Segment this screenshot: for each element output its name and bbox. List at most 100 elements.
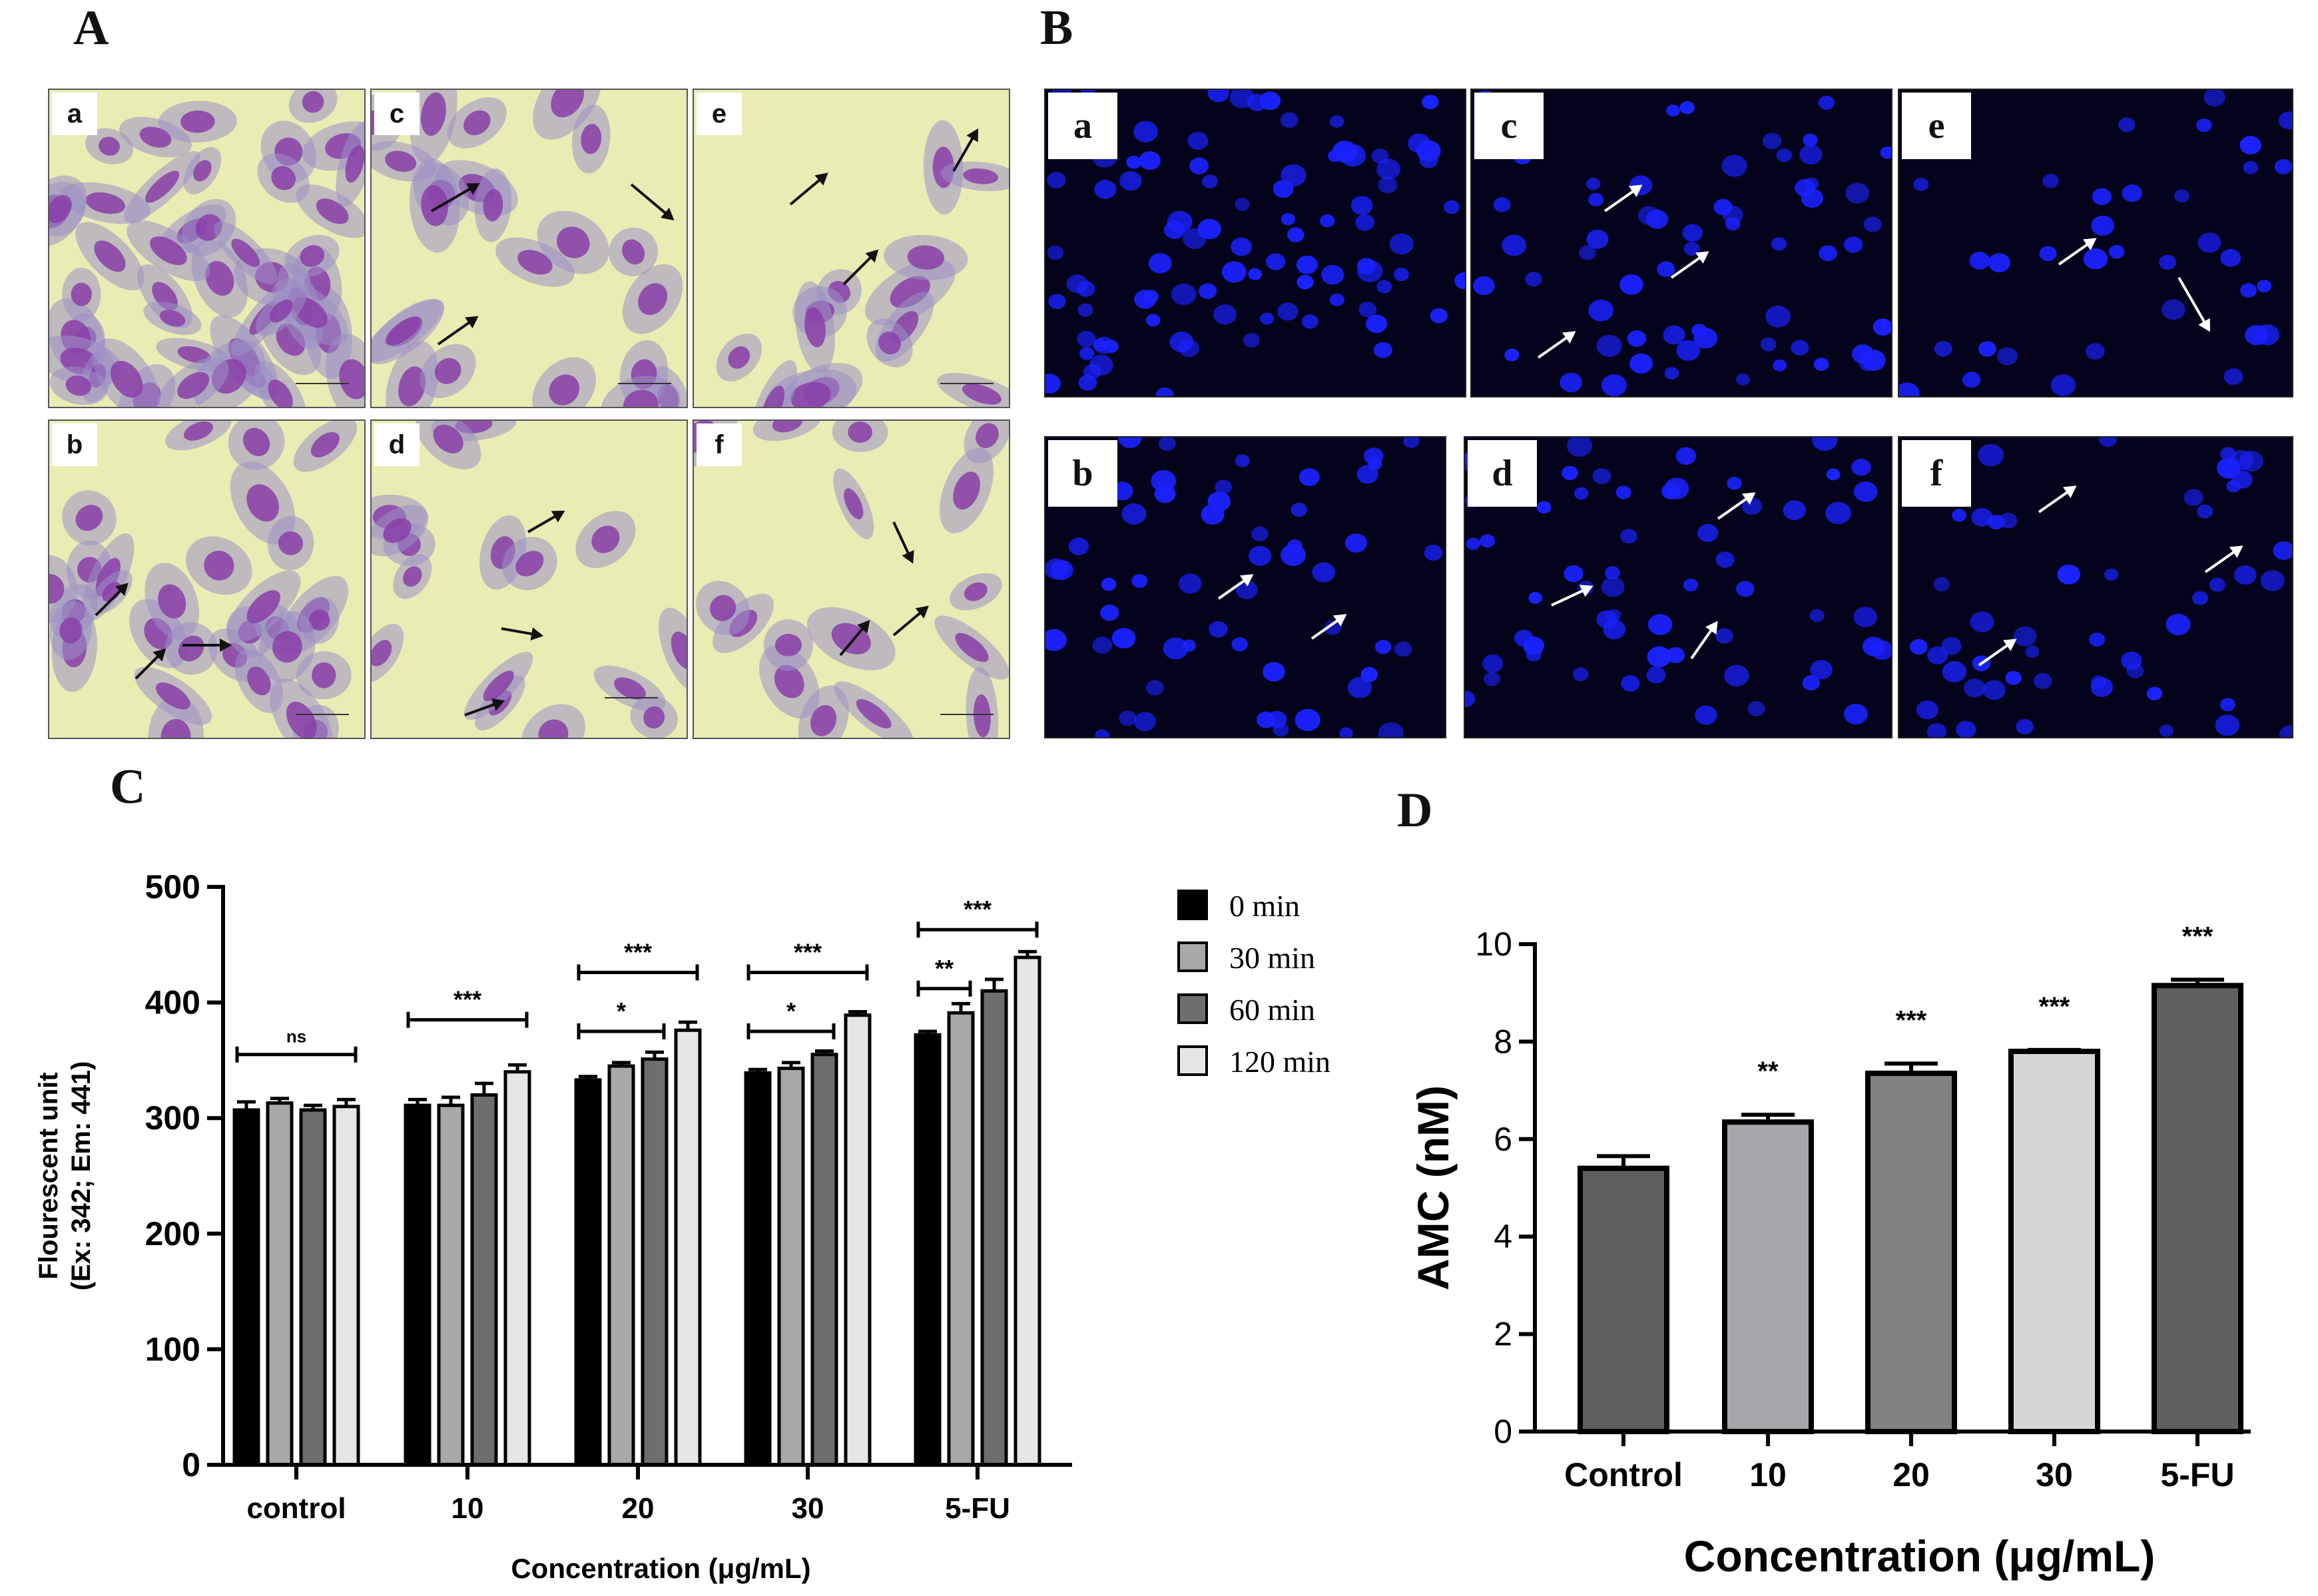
bar bbox=[2008, 1049, 2100, 1435]
nucleus bbox=[1978, 341, 1996, 357]
nucleus bbox=[1094, 180, 1117, 199]
cell-nucleus bbox=[246, 590, 280, 624]
y-tick-label: 300 bbox=[145, 1099, 200, 1137]
nucleus bbox=[1324, 620, 1342, 635]
legend-item-30min: 30 min bbox=[1177, 941, 1364, 981]
nucleus bbox=[1844, 236, 1863, 253]
nucleus bbox=[1776, 148, 1793, 162]
nucleus bbox=[1721, 154, 1747, 177]
nucleus bbox=[1291, 502, 1307, 517]
cell-nucleus bbox=[316, 198, 349, 224]
nucleus bbox=[1809, 609, 1825, 623]
cell-nucleus bbox=[180, 110, 215, 133]
micrograph-a-a: a bbox=[48, 89, 366, 408]
nucleus bbox=[1620, 529, 1637, 544]
significance-label: *** bbox=[624, 938, 652, 965]
bar bbox=[810, 1053, 838, 1467]
bar bbox=[1865, 1070, 1957, 1435]
nucleus bbox=[1077, 330, 1096, 348]
nucleus bbox=[1424, 545, 1443, 561]
nucleus bbox=[2016, 718, 2034, 735]
nucleus bbox=[1155, 387, 1174, 396]
nucleus bbox=[1167, 210, 1193, 233]
stained-nuclei bbox=[1899, 90, 2292, 396]
micrograph-label: d bbox=[1468, 440, 1537, 507]
cell-nucleus bbox=[384, 150, 417, 172]
cell-nucleus bbox=[976, 423, 999, 449]
cell-nucleus bbox=[774, 633, 802, 657]
micrograph-label: a bbox=[1048, 93, 1117, 159]
bar bbox=[1014, 955, 1041, 1467]
cell-nucleus bbox=[434, 358, 461, 384]
nucleus bbox=[2174, 189, 2189, 203]
cell-nucleus bbox=[581, 124, 602, 154]
nucleus bbox=[1119, 170, 1142, 191]
nucleus bbox=[1235, 198, 1250, 211]
legend-item-120min: 120 min bbox=[1177, 1045, 1350, 1085]
micrograph-label: e bbox=[1902, 93, 1971, 159]
nucleus bbox=[1493, 197, 1511, 212]
significance-label: *** bbox=[2182, 922, 2213, 951]
nucleus bbox=[1295, 708, 1320, 731]
nucleus bbox=[1368, 457, 1382, 470]
cell-nucleus bbox=[517, 250, 553, 275]
cell-nucleus bbox=[955, 633, 989, 663]
nucleus bbox=[1851, 458, 1871, 476]
nucleus bbox=[2122, 184, 2143, 202]
cell-nucleus bbox=[878, 332, 901, 355]
nucleus bbox=[1260, 312, 1274, 325]
cell-nucleus bbox=[177, 346, 211, 364]
nucleus bbox=[2057, 564, 2080, 585]
nucleus bbox=[1465, 690, 1476, 707]
nucleus bbox=[1408, 133, 1430, 153]
micrograph-b-c: c bbox=[1470, 89, 1892, 398]
cell-nucleus bbox=[204, 551, 234, 581]
nucleus bbox=[1133, 712, 1156, 732]
cell-nucleus bbox=[483, 670, 514, 702]
cell-nucleus bbox=[848, 421, 872, 443]
cell-nucleus bbox=[515, 551, 544, 577]
x-tick-label: 10 bbox=[451, 1492, 484, 1525]
nucleus bbox=[1277, 302, 1299, 321]
nucleus bbox=[1213, 304, 1237, 325]
nucleus bbox=[1819, 245, 1837, 262]
nucleus bbox=[1118, 437, 1142, 448]
nucleus bbox=[1933, 577, 1950, 592]
nucleus bbox=[1095, 729, 1109, 737]
nucleus bbox=[1126, 155, 1141, 169]
nucleus bbox=[2243, 160, 2259, 174]
stained-nuclei bbox=[1045, 90, 1465, 396]
nucleus bbox=[1996, 347, 2018, 366]
nucleus bbox=[2274, 158, 2292, 174]
nucleus bbox=[2005, 670, 2022, 685]
nucleus bbox=[1588, 192, 1604, 206]
nucleus bbox=[2050, 374, 2076, 396]
bar bbox=[914, 1033, 942, 1467]
micrograph-label: f bbox=[697, 423, 742, 466]
stained-cells bbox=[716, 120, 1009, 407]
nucleus bbox=[1564, 565, 1584, 583]
nucleus bbox=[1229, 90, 1255, 109]
nucleus bbox=[1422, 95, 1439, 110]
cell-nucleus bbox=[463, 110, 491, 136]
micrograph-label: c bbox=[1474, 93, 1544, 159]
nucleus bbox=[1853, 481, 1878, 502]
nucleus bbox=[1158, 437, 1176, 451]
nucleus bbox=[2260, 570, 2285, 591]
nucleus bbox=[1988, 253, 2010, 273]
cell-nucleus bbox=[111, 360, 143, 398]
nucleus bbox=[1473, 276, 1495, 296]
nucleus bbox=[1802, 675, 1820, 691]
scale-bar bbox=[605, 697, 658, 698]
nucleus bbox=[1873, 318, 1891, 336]
nucleus bbox=[1376, 280, 1392, 294]
nucleus bbox=[1243, 333, 1261, 348]
y-tick-label: 0 bbox=[182, 1446, 200, 1483]
cell-nucleus bbox=[551, 90, 585, 118]
nucleus bbox=[1927, 646, 1948, 665]
cell-nucleus bbox=[193, 160, 212, 182]
nucleus bbox=[1586, 229, 1609, 249]
significance-label: * bbox=[786, 997, 796, 1025]
y-tick-label: 10 bbox=[1475, 926, 1512, 963]
